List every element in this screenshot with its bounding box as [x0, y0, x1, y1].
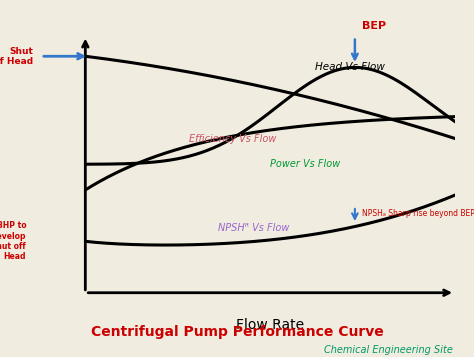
Text: Head Vs Flow: Head Vs Flow [315, 61, 384, 71]
Text: Chemical Engineering Site: Chemical Engineering Site [324, 345, 453, 355]
Text: BEP: BEP [362, 21, 386, 31]
Text: BHP to
develop
Shut off
Head: BHP to develop Shut off Head [0, 221, 26, 261]
Text: Shut
Off Head: Shut Off Head [0, 46, 34, 66]
Text: Centrifugal Pump Performance Curve: Centrifugal Pump Performance Curve [91, 325, 383, 339]
Text: Efficiency Vs Flow: Efficiency Vs Flow [189, 134, 276, 144]
Text: Flow Rate: Flow Rate [236, 318, 304, 332]
Text: Power Vs Flow: Power Vs Flow [270, 159, 340, 169]
Text: NPSHₐ Sharp rise beyond BEP: NPSHₐ Sharp rise beyond BEP [362, 209, 474, 218]
Text: NPSHᴿ Vs Flow: NPSHᴿ Vs Flow [219, 223, 290, 233]
